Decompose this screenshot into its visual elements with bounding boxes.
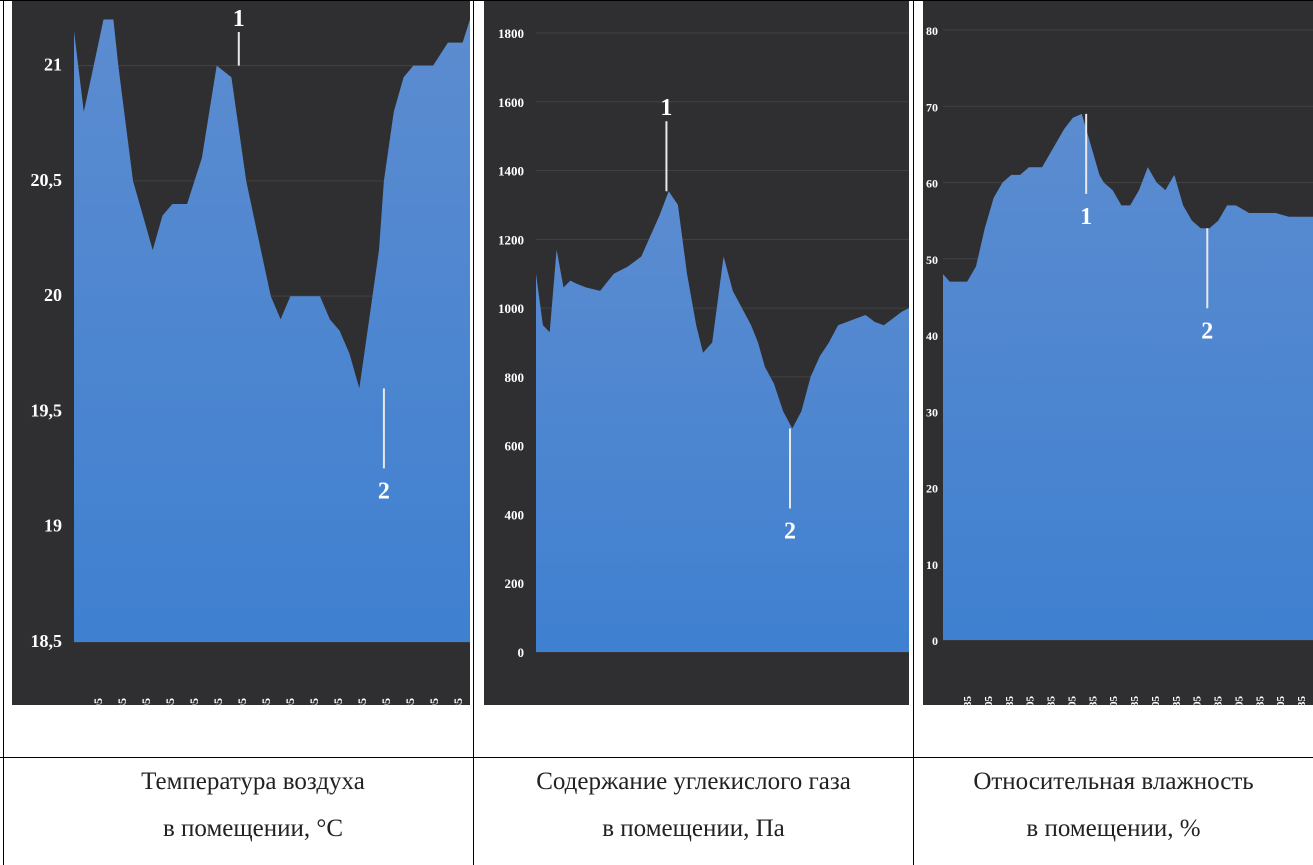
annotation-label: 1 (1080, 204, 1092, 230)
y-tick-label: 1600 (498, 95, 524, 110)
caption-line: в помещении, Па (602, 815, 785, 842)
caption-line: в помещении, °С (162, 815, 344, 842)
x-tick-label: 18:35 (1171, 696, 1183, 705)
annotation-label: 2 (784, 518, 796, 544)
y-tick-label: 21 (44, 55, 62, 75)
y-tick-label: 50 (926, 253, 938, 267)
annotation-label: 2 (1201, 318, 1213, 344)
table-border-top (0, 0, 1313, 1)
x-tick-label: 20:35 (1254, 696, 1266, 705)
x-tick-label: 17:35 (1129, 696, 1141, 705)
y-tick-label: 800 (505, 370, 525, 385)
caption-humidity: Относительная влажность в помещении, % (914, 758, 1313, 852)
x-tick-label: 20:35 (403, 698, 417, 705)
y-tick-label: 0 (518, 645, 525, 660)
x-tick-label: 21:35 (1296, 696, 1308, 705)
x-tick-label: 20:05 (1233, 696, 1245, 705)
area-series (74, 19, 470, 642)
x-tick-label: 18:05 (1150, 696, 1162, 705)
area-series (943, 113, 1313, 640)
x-tick-label: 16:35 (1087, 696, 1099, 705)
x-tick-label: 17:05 (1108, 696, 1120, 705)
x-tick-label: 16:05 (1066, 696, 1078, 705)
annotation-label: 1 (233, 6, 245, 32)
humidity-chart: 80 70 60 50 40 30 20 10 0 13:35 14:05 14:35 15:05 15:… (923, 0, 1313, 705)
x-tick-label: 21:35 (451, 698, 465, 705)
x-tick-label: 14:35 (1004, 696, 1016, 705)
x-tick-label: 17:35 (259, 698, 273, 705)
x-tick-label: 18:05 (283, 698, 297, 705)
x-tick-label: 17:05 (235, 698, 249, 705)
x-tick-label: 14:05 (91, 698, 105, 705)
y-tick-label: 200 (505, 576, 525, 591)
y-tick-label: 1000 (498, 301, 524, 316)
x-tick-label: 20:05 (379, 698, 393, 705)
y-tick-label: 400 (505, 507, 525, 522)
table-border-2 (913, 0, 914, 865)
x-tick-label: 15:05 (1025, 696, 1037, 705)
y-tick-label: 0 (932, 634, 938, 648)
x-tick-label: 14:05 (983, 696, 995, 705)
x-tick-label: 14:35 (115, 698, 129, 705)
y-tick-label: 1800 (498, 26, 524, 41)
y-tick-label: 20 (926, 482, 938, 496)
caption-line: Температура воздуха (141, 768, 365, 795)
y-tick-label: 20 (44, 285, 62, 305)
x-tick-label: 19:35 (1213, 696, 1225, 705)
table-border-left (3, 0, 4, 865)
x-tick-label: 16:35 (211, 698, 225, 705)
annotation-label: 2 (378, 478, 390, 504)
y-tick-label: 1200 (498, 232, 524, 247)
y-tick-label: 20,5 (31, 170, 63, 190)
x-tick-label: 15:35 (1046, 696, 1058, 705)
x-tick-label: 19:05 (1192, 696, 1204, 705)
x-tick-label: 15:05 (139, 698, 153, 705)
caption-line: в помещении, % (1026, 815, 1201, 842)
x-tick-label: 19:05 (331, 698, 345, 705)
x-tick-label: 15:35 (163, 698, 177, 705)
y-tick-label: 60 (926, 177, 938, 191)
y-tick-label: 1400 (498, 164, 524, 179)
area-series (536, 191, 909, 652)
table-row-divider (0, 757, 1313, 758)
y-tick-label: 10 (926, 558, 938, 572)
x-tick-label: 18:35 (307, 698, 321, 705)
annotation-label: 1 (660, 95, 672, 121)
caption-co2: Содержание углекислого газа в помещении,… (474, 758, 913, 852)
y-tick-label: 600 (505, 439, 525, 454)
table-border-1 (473, 0, 474, 865)
y-tick-label: 18,5 (31, 631, 63, 651)
x-tick-label: 21:05 (1275, 696, 1287, 705)
y-tick-label: 19,5 (31, 400, 63, 420)
caption-line: Содержание углекислого газа (536, 768, 851, 795)
caption-temperature: Температура воздуха в помещении, °С (33, 758, 473, 852)
x-tick-label: 19:35 (355, 698, 369, 705)
y-tick-label: 80 (926, 24, 938, 38)
x-tick-label: 13:35 (962, 696, 974, 705)
y-tick-label: 30 (926, 405, 938, 419)
x-tick-label: 16:05 (187, 698, 201, 705)
y-tick-label: 19 (44, 516, 62, 536)
y-tick-label: 40 (926, 329, 938, 343)
x-tick-label: 21:05 (427, 698, 441, 705)
y-tick-label: 70 (926, 100, 938, 114)
caption-line: Относительная влажность (973, 768, 1254, 795)
